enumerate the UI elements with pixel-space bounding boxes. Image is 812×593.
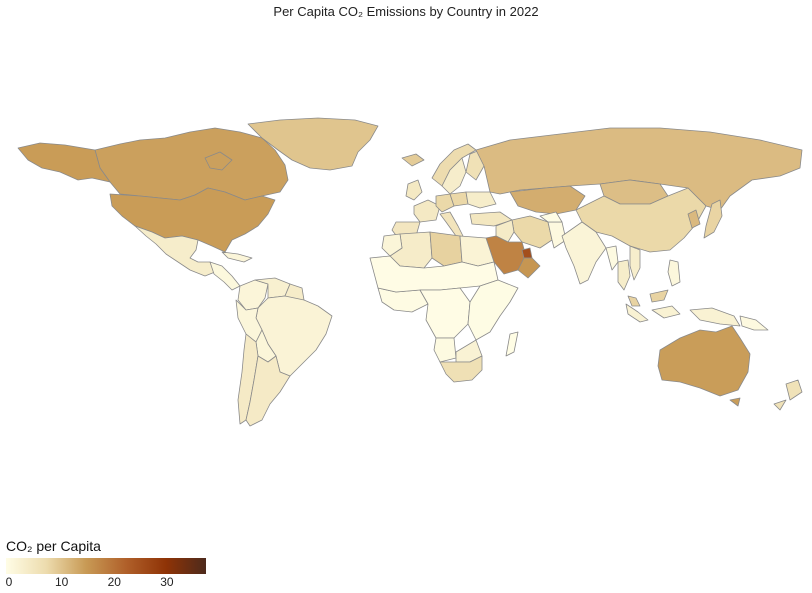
region-canada <box>94 127 289 201</box>
region-malaysia <box>627 289 669 307</box>
region-australia <box>657 325 751 407</box>
region-thailand <box>617 259 631 291</box>
legend-tick-label: 10 <box>54 575 69 589</box>
region-united-kingdom <box>405 179 423 201</box>
region-central-america <box>209 261 241 291</box>
region-papua-new-guinea <box>739 315 769 331</box>
region-central-africa <box>419 287 471 339</box>
legend-tick-label: 30 <box>160 575 174 589</box>
region-alaska <box>17 142 111 183</box>
region-new-zealand <box>773 379 803 411</box>
legend-title: CO₂ per Capita <box>6 538 101 554</box>
region-east-africa <box>467 279 519 341</box>
region-iran <box>511 215 553 249</box>
region-japan <box>703 199 723 239</box>
region-myanmar <box>605 245 619 271</box>
map-title: Per Capita CO₂ Emissions by Country in 2… <box>273 4 539 19</box>
world-map <box>17 117 803 427</box>
region-morocco <box>381 233 403 257</box>
region-iceland <box>401 153 425 167</box>
region-madagascar <box>505 331 519 357</box>
legend-tick-label: 20 <box>107 575 121 589</box>
region-cuba <box>221 251 253 263</box>
region-libya <box>429 231 463 267</box>
region-philippines <box>667 259 681 287</box>
region-sahel <box>369 255 499 293</box>
region-iraq <box>495 219 515 243</box>
region-korea <box>687 209 701 229</box>
legend-tick-label: 0 <box>5 575 13 589</box>
region-angola <box>433 337 457 363</box>
legend-color-bar <box>6 558 206 574</box>
region-united-arab-emirates <box>521 247 533 259</box>
region-ukraine <box>465 191 497 209</box>
region-china <box>575 187 707 253</box>
region-india <box>561 221 607 285</box>
region-argentina <box>245 355 291 427</box>
region-south-africa <box>439 355 483 383</box>
region-oman <box>517 257 541 279</box>
color-legend: CO₂ per Capita 0 10 20 30 <box>6 538 216 590</box>
region-afghanistan <box>539 211 563 223</box>
region-vietnam <box>629 245 641 281</box>
region-germany <box>435 193 455 213</box>
region-indonesia <box>625 303 741 327</box>
region-greenland <box>247 117 379 171</box>
region-france <box>413 199 441 223</box>
